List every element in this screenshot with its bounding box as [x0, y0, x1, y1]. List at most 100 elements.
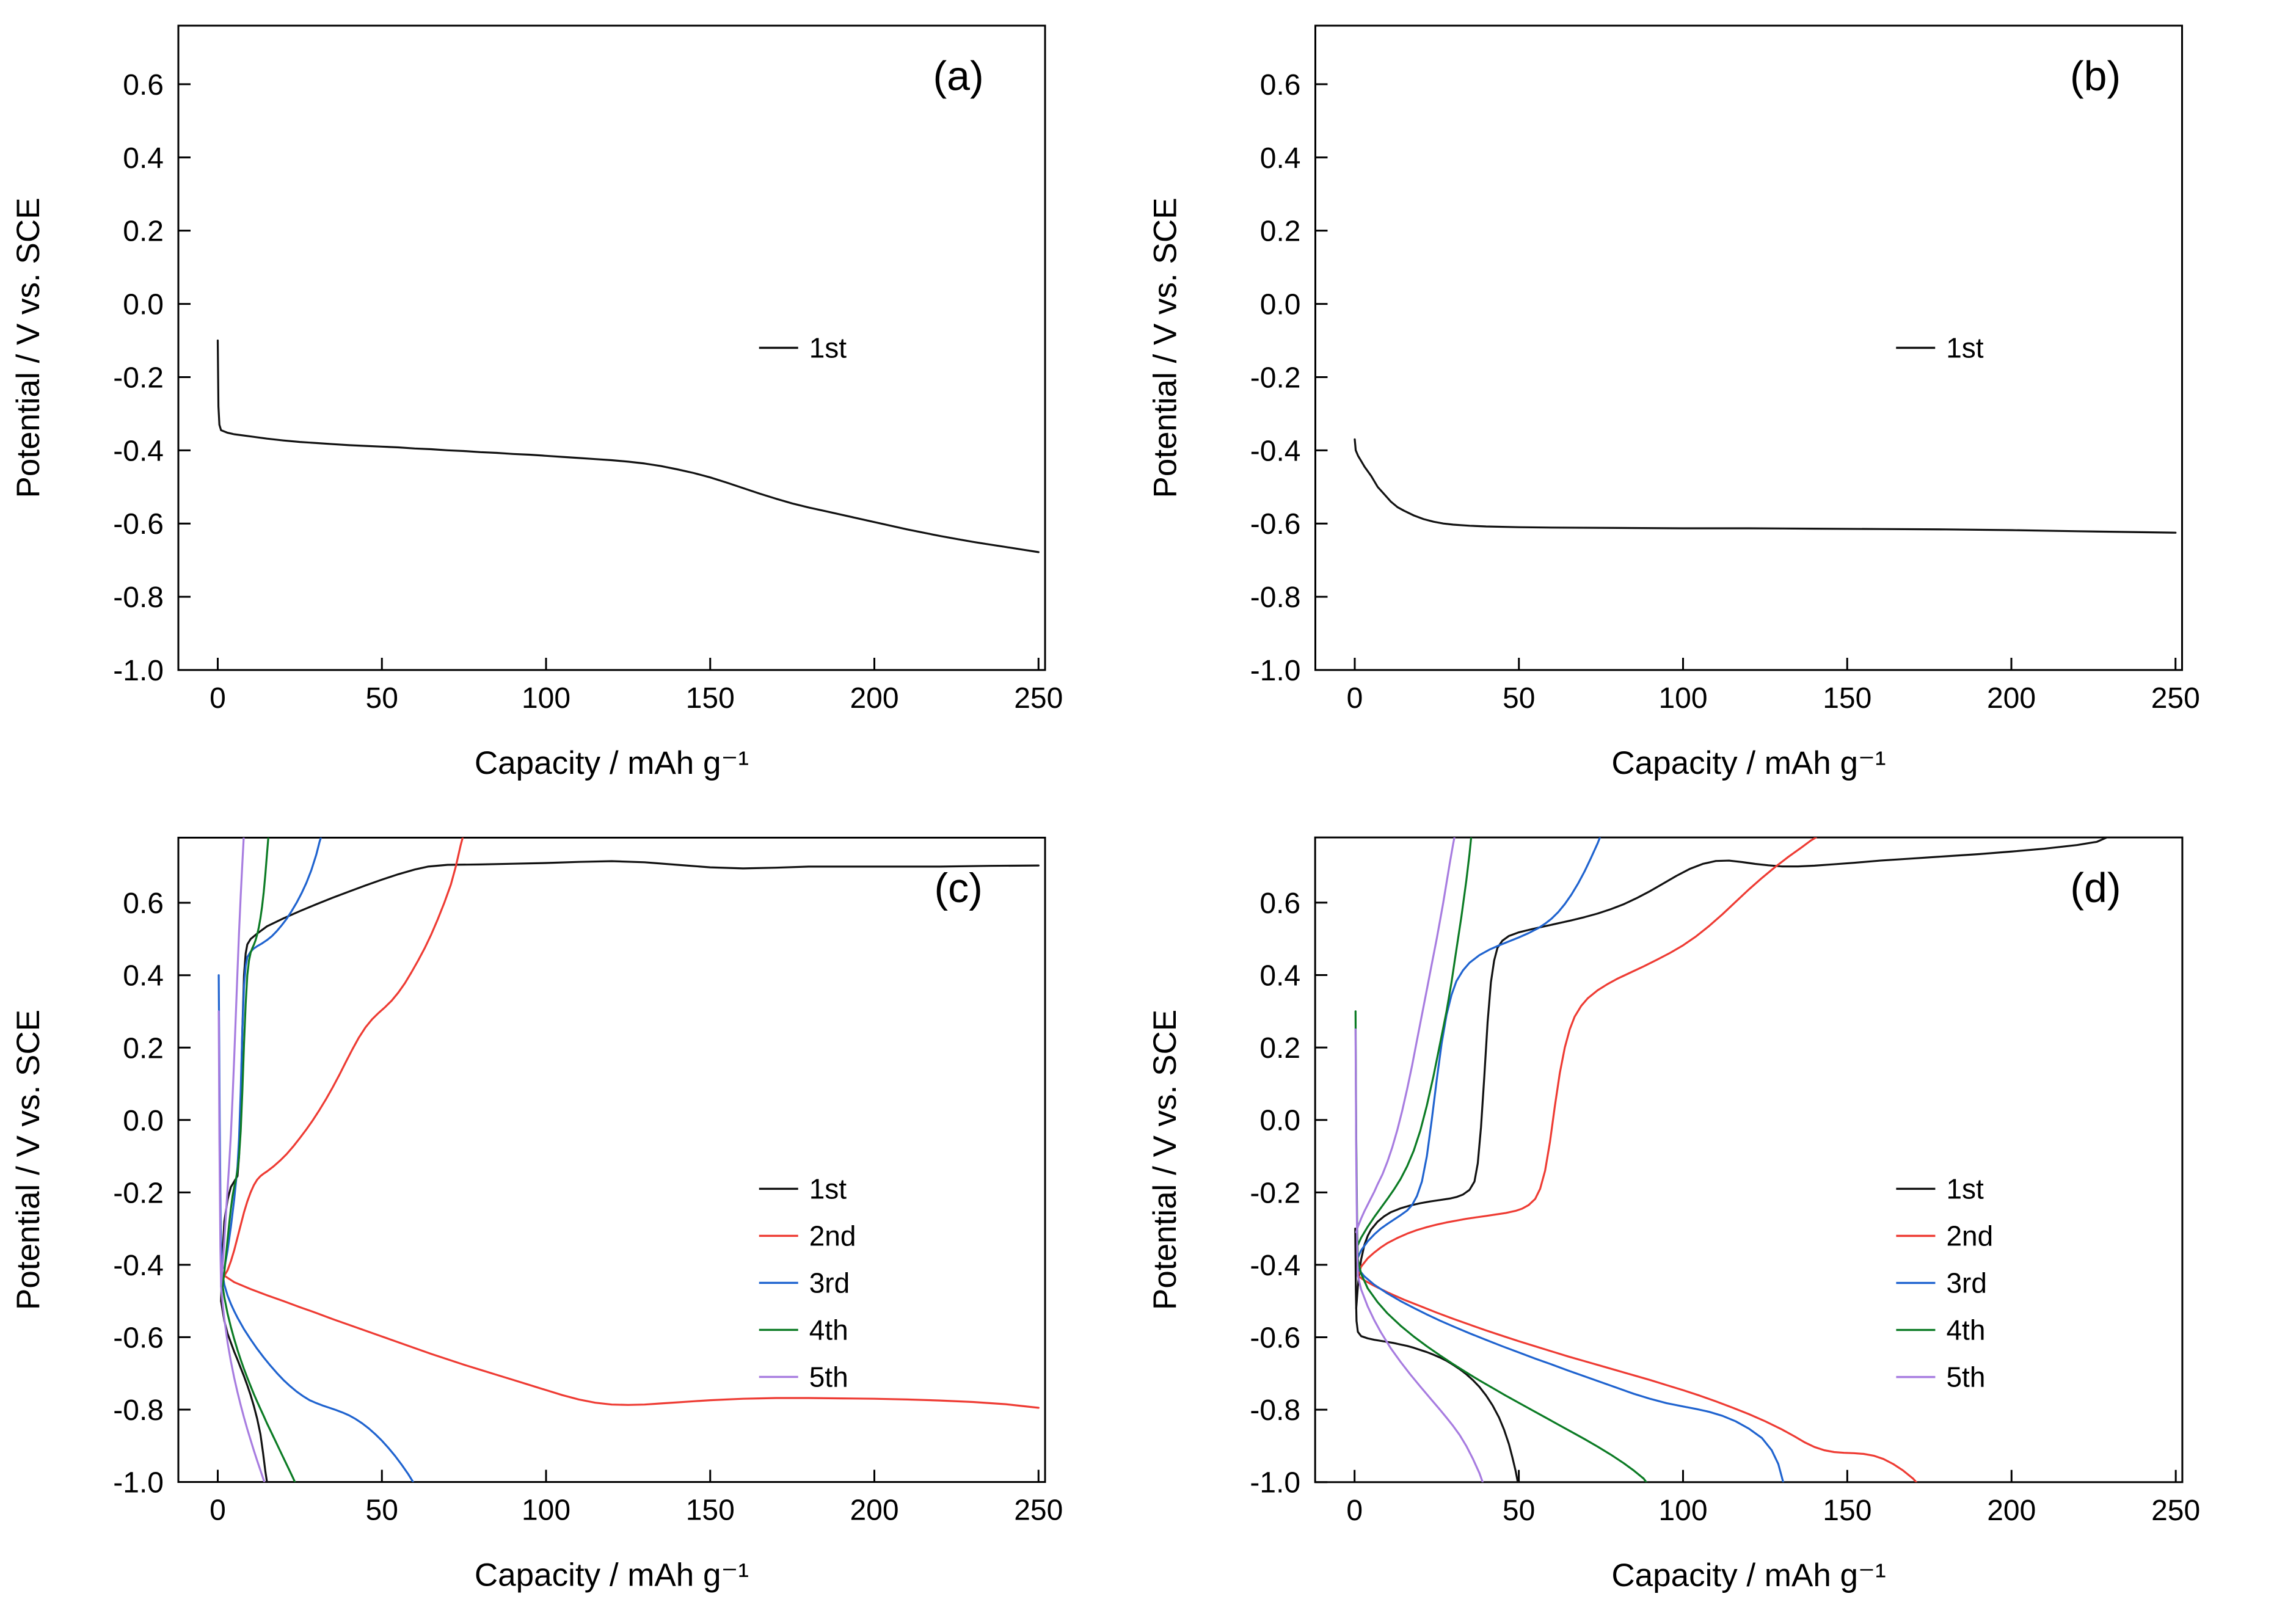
panel-a: 0 50 100 150 200 250 -1.0 -0.8 -0.6 -0.4 -0.2 0.0 0.…: [0, 0, 1137, 812]
x-axis-title: Capacity / mAh g⁻¹: [1611, 1557, 1886, 1593]
x-tick-label: 200: [850, 1495, 898, 1527]
x-tick-label: 100: [1658, 1495, 1707, 1527]
y-tick-label: 0.0: [1259, 1105, 1300, 1137]
series-4th: [1354, 1010, 1647, 1482]
x-tick-label: 250: [2151, 682, 2200, 715]
legend-label-5th: 5th: [809, 1361, 848, 1393]
y-tick-label: 0.2: [1259, 1032, 1300, 1065]
series-3rd: [217, 974, 414, 1482]
y-axis: -1.0 -0.8 -0.6 -0.4 -0.2 0.0 0.2 0.4 0.6: [113, 887, 191, 1499]
y-tick-label: 0.6: [1260, 69, 1301, 101]
y-axis-title: Potential / V vs. SCE: [1148, 198, 1184, 498]
legend: 1st: [759, 332, 847, 364]
series-2nd: [1357, 837, 1817, 1277]
legend-label-2nd: 2nd: [1946, 1220, 1993, 1251]
x-tick-label: 50: [1503, 682, 1535, 715]
y-tick-label: -0.4: [113, 1250, 164, 1282]
y-tick-label: -0.4: [1250, 1250, 1300, 1282]
series-4th: [1357, 837, 1473, 1246]
y-tick-label: -0.6: [113, 508, 164, 541]
x-tick-label: 200: [1987, 682, 2036, 715]
panel-letter-b: (b): [2070, 53, 2121, 100]
y-tick-label: -1.0: [1250, 1467, 1300, 1499]
y-tick-label: -0.6: [113, 1322, 164, 1354]
legend-label-1st: 1st: [1946, 1173, 1984, 1204]
x-tick-label: 250: [1014, 1495, 1063, 1527]
y-tick-label: -0.2: [1250, 362, 1301, 394]
y-tick-label: -0.8: [113, 1394, 164, 1427]
y-tick-label: 0.4: [123, 960, 164, 992]
series-1st: [220, 1300, 268, 1482]
series-lines: [1354, 837, 2108, 1482]
y-tick-label: 0.4: [1259, 960, 1300, 992]
y-tick-label: 0.6: [1259, 887, 1300, 920]
legend-label-5th: 5th: [1946, 1361, 1985, 1393]
plot-frame: [1314, 836, 2184, 1484]
y-tick-label: 0.2: [1260, 216, 1301, 248]
y-tick-label: -0.4: [113, 435, 164, 467]
series-5th: [217, 1010, 266, 1482]
series-2nd: [223, 837, 464, 1277]
legend-label-3rd: 3rd: [1946, 1267, 1987, 1299]
series-1st: [216, 339, 1040, 553]
y-tick-label: 0.4: [123, 142, 164, 175]
x-tick-label: 50: [1503, 1495, 1535, 1527]
panel-letter-d: (d): [2070, 865, 2121, 911]
legend-label-1st: 1st: [809, 1173, 847, 1204]
legend-label-4th: 4th: [809, 1314, 848, 1345]
y-tick-label: -1.0: [113, 1467, 164, 1499]
legend-label-1st: 1st: [1946, 332, 1984, 364]
x-axis: 0 50 100 150 200 250: [210, 1469, 1063, 1527]
legend-label-2nd: 2nd: [809, 1220, 856, 1251]
y-tick-label: -0.6: [1250, 508, 1301, 541]
x-tick-label: 50: [366, 682, 398, 715]
y-tick-label: -0.2: [113, 362, 164, 394]
x-axis-title: Capacity / mAh g⁻¹: [1611, 745, 1886, 781]
panel-letter-c: (c): [934, 865, 982, 911]
y-tick-label: 0.0: [123, 289, 164, 321]
x-tick-label: 50: [366, 1495, 398, 1527]
legend-label-3rd: 3rd: [809, 1267, 850, 1298]
series-1st: [1354, 1228, 1519, 1482]
y-tick-label: -0.2: [113, 1177, 164, 1209]
panel-b: 0 50 100 150 200 250 -1.0 -0.8 -0.6 -0.4 -0.2 0.0 0.…: [1137, 0, 2274, 812]
x-tick-label: 0: [1346, 1495, 1363, 1527]
x-tick-label: 150: [1823, 682, 1871, 715]
x-tick-label: 100: [522, 682, 570, 715]
series-1st: [1354, 438, 2177, 534]
series-1st: [220, 860, 1040, 1302]
x-tick-label: 150: [686, 682, 735, 715]
y-tick-label: 0.4: [1260, 142, 1301, 175]
x-tick-label: 200: [1987, 1495, 2036, 1527]
panel-d: 0 50 100 150 200 250 -1.0 -0.8 -0.6 -0.4 -0.2 0.0 0.…: [1137, 812, 2274, 1624]
y-tick-label: -1.0: [1250, 655, 1301, 687]
x-tick-label: 150: [686, 1495, 735, 1527]
y-axis: -1.0 -0.8 -0.6 -0.4 -0.2 0.0 0.2 0.4 0.6: [113, 69, 191, 687]
y-axis-title: Potential / V vs. SCE: [10, 198, 46, 498]
series-1st: [1355, 837, 2108, 1309]
series-4th: [222, 837, 269, 1287]
series-5th: [220, 837, 245, 1287]
y-tick-label: -0.8: [1250, 581, 1301, 614]
y-axis: -1.0 -0.8 -0.6 -0.4 -0.2 0.0 0.2 0.4 0.6: [1250, 69, 1328, 687]
panel-c: 0 50 100 150 200 250 -1.0 -0.8 -0.6 -0.4 -0.2 0.0 0.…: [0, 812, 1137, 1624]
y-tick-label: 0.2: [123, 1032, 164, 1065]
y-tick-label: 0.0: [123, 1105, 164, 1137]
plot-frame: [177, 24, 1046, 671]
x-axis-title: Capacity / mAh g⁻¹: [475, 1557, 749, 1593]
y-tick-label: 0.6: [123, 887, 164, 920]
x-tick-label: 0: [1347, 682, 1363, 715]
x-axis-title: Capacity / mAh g⁻¹: [475, 745, 749, 781]
y-tick-label: -0.4: [1250, 435, 1301, 467]
legend-label-1st: 1st: [809, 332, 847, 364]
plot-frame: [1314, 24, 2183, 671]
y-tick-label: 0.2: [123, 216, 164, 248]
series-3rd: [223, 837, 322, 1270]
y-tick-label: -1.0: [113, 655, 164, 687]
series-2nd: [1357, 1275, 1917, 1482]
legend: 1st 2nd 3rd 4th 5th: [759, 1173, 856, 1393]
series-lines: [1354, 438, 2177, 534]
legend: 1st 2nd 3rd 4th 5th: [1896, 1173, 1993, 1393]
series-lines: [217, 837, 1040, 1482]
